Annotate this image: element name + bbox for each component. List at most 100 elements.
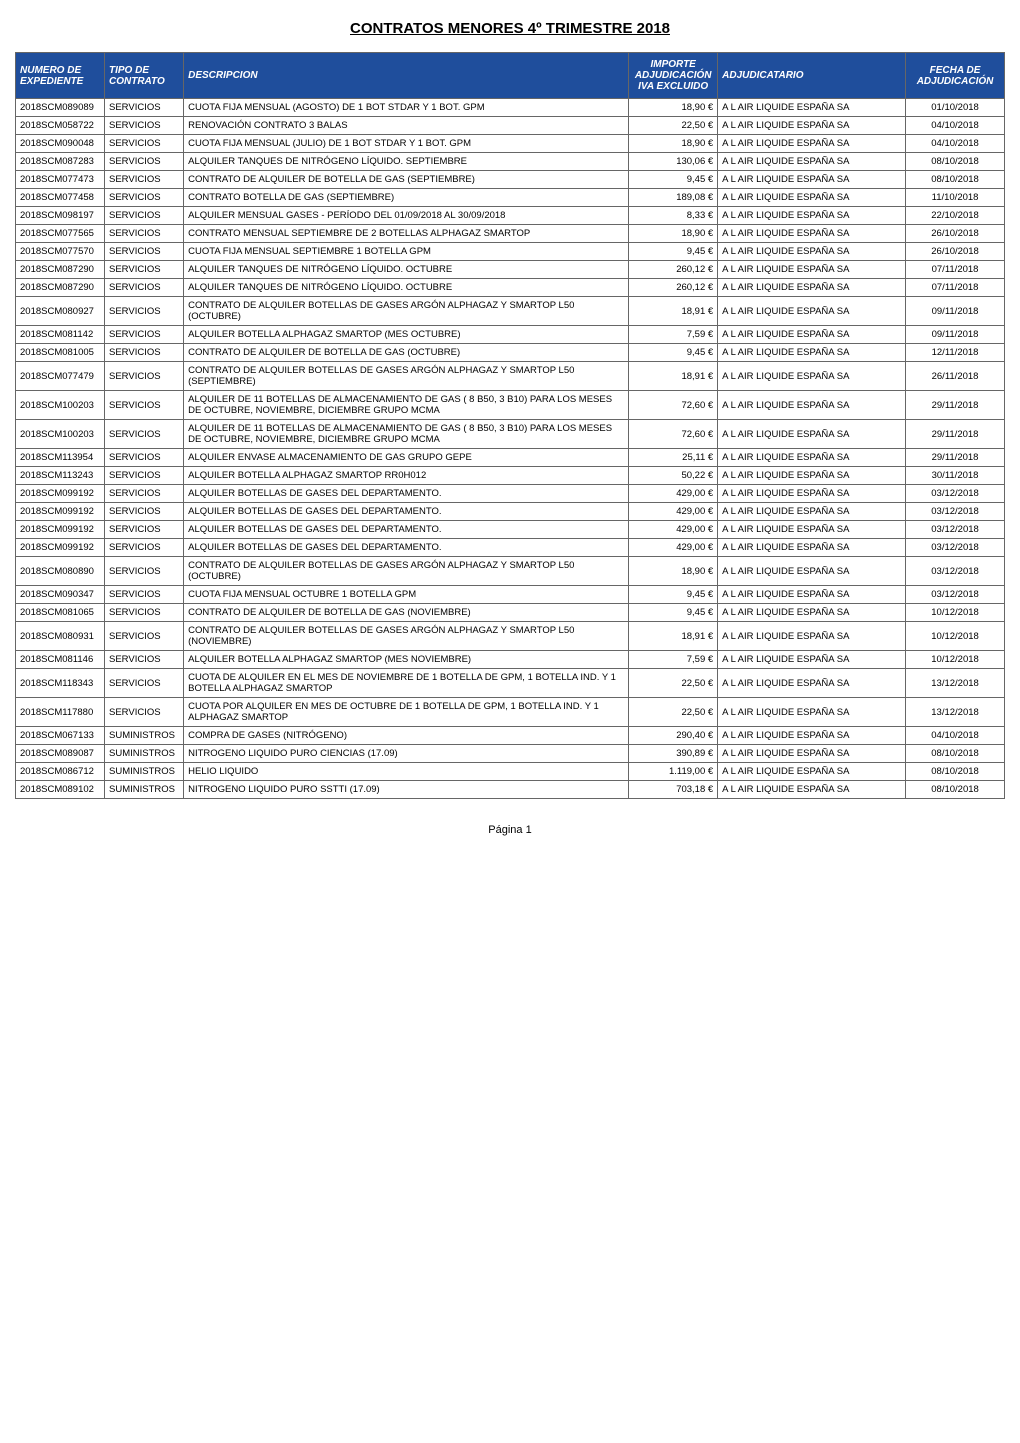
- cell-importe: 189,08 €: [629, 189, 718, 207]
- cell-fecha: 26/10/2018: [906, 225, 1005, 243]
- cell-descripcion: NITROGENO LIQUIDO PURO CIENCIAS (17.09): [184, 745, 629, 763]
- table-row: 2018SCM081065SERVICIOSCONTRATO DE ALQUIL…: [16, 604, 1005, 622]
- cell-numero: 2018SCM100203: [16, 391, 105, 420]
- cell-tipo: SERVICIOS: [105, 521, 184, 539]
- table-row: 2018SCM099192SERVICIOSALQUILER BOTELLAS …: [16, 539, 1005, 557]
- cell-fecha: 08/10/2018: [906, 781, 1005, 799]
- cell-tipo: SERVICIOS: [105, 153, 184, 171]
- cell-numero: 2018SCM077565: [16, 225, 105, 243]
- cell-numero: 2018SCM067133: [16, 727, 105, 745]
- cell-numero: 2018SCM080931: [16, 622, 105, 651]
- cell-descripcion: CUOTA FIJA MENSUAL (AGOSTO) DE 1 BOT STD…: [184, 99, 629, 117]
- cell-importe: 18,90 €: [629, 99, 718, 117]
- table-row: 2018SCM077570SERVICIOSCUOTA FIJA MENSUAL…: [16, 243, 1005, 261]
- table-row: 2018SCM081005SERVICIOSCONTRATO DE ALQUIL…: [16, 344, 1005, 362]
- cell-descripcion: ALQUILER BOTELLAS DE GASES DEL DEPARTAME…: [184, 503, 629, 521]
- cell-adjudicatario: A L AIR LIQUIDE ESPAÑA SA: [718, 344, 906, 362]
- cell-importe: 429,00 €: [629, 521, 718, 539]
- cell-numero: 2018SCM077479: [16, 362, 105, 391]
- cell-importe: 50,22 €: [629, 467, 718, 485]
- cell-numero: 2018SCM087290: [16, 279, 105, 297]
- cell-descripcion: COMPRA DE GASES (NITRÓGENO): [184, 727, 629, 745]
- cell-fecha: 07/11/2018: [906, 279, 1005, 297]
- cell-fecha: 10/12/2018: [906, 622, 1005, 651]
- table-row: 2018SCM117880SERVICIOSCUOTA POR ALQUILER…: [16, 698, 1005, 727]
- cell-adjudicatario: A L AIR LIQUIDE ESPAÑA SA: [718, 485, 906, 503]
- table-row: 2018SCM087290SERVICIOSALQUILER TANQUES D…: [16, 261, 1005, 279]
- cell-descripcion: ALQUILER TANQUES DE NITRÓGENO LÍQUIDO. S…: [184, 153, 629, 171]
- col-header-importe: IMPORTE ADJUDICACIÓN IVA EXCLUIDO: [629, 53, 718, 99]
- cell-fecha: 08/10/2018: [906, 153, 1005, 171]
- cell-numero: 2018SCM077473: [16, 171, 105, 189]
- cell-tipo: SERVICIOS: [105, 539, 184, 557]
- cell-numero: 2018SCM100203: [16, 420, 105, 449]
- cell-tipo: SERVICIOS: [105, 189, 184, 207]
- cell-fecha: 03/12/2018: [906, 557, 1005, 586]
- cell-descripcion: ALQUILER BOTELLA ALPHAGAZ SMARTOP (MES O…: [184, 326, 629, 344]
- cell-adjudicatario: A L AIR LIQUIDE ESPAÑA SA: [718, 698, 906, 727]
- cell-fecha: 30/11/2018: [906, 467, 1005, 485]
- cell-fecha: 29/11/2018: [906, 449, 1005, 467]
- cell-descripcion: ALQUILER DE 11 BOTELLAS DE ALMACENAMIENT…: [184, 420, 629, 449]
- table-row: 2018SCM118343SERVICIOSCUOTA DE ALQUILER …: [16, 669, 1005, 698]
- cell-descripcion: ALQUILER BOTELLA ALPHAGAZ SMARTOP RR0H01…: [184, 467, 629, 485]
- cell-tipo: SERVICIOS: [105, 651, 184, 669]
- cell-importe: 18,91 €: [629, 297, 718, 326]
- col-header-fecha: FECHA DE ADJUDICACIÓN: [906, 53, 1005, 99]
- cell-adjudicatario: A L AIR LIQUIDE ESPAÑA SA: [718, 745, 906, 763]
- cell-fecha: 13/12/2018: [906, 698, 1005, 727]
- cell-descripcion: CONTRATO DE ALQUILER BOTELLAS DE GASES A…: [184, 557, 629, 586]
- cell-fecha: 08/10/2018: [906, 171, 1005, 189]
- cell-adjudicatario: A L AIR LIQUIDE ESPAÑA SA: [718, 467, 906, 485]
- cell-importe: 290,40 €: [629, 727, 718, 745]
- cell-tipo: SERVICIOS: [105, 362, 184, 391]
- cell-tipo: SERVICIOS: [105, 586, 184, 604]
- cell-fecha: 13/12/2018: [906, 669, 1005, 698]
- cell-tipo: SERVICIOS: [105, 622, 184, 651]
- cell-numero: 2018SCM099192: [16, 521, 105, 539]
- cell-fecha: 29/11/2018: [906, 420, 1005, 449]
- cell-descripcion: CUOTA FIJA MENSUAL (JULIO) DE 1 BOT STDA…: [184, 135, 629, 153]
- cell-numero: 2018SCM081146: [16, 651, 105, 669]
- cell-tipo: SERVICIOS: [105, 99, 184, 117]
- cell-fecha: 04/10/2018: [906, 135, 1005, 153]
- page-footer: Página 1: [15, 824, 1005, 836]
- cell-numero: 2018SCM080890: [16, 557, 105, 586]
- table-row: 2018SCM058722SERVICIOSRENOVACIÓN CONTRAT…: [16, 117, 1005, 135]
- cell-descripcion: CUOTA DE ALQUILER EN EL MES DE NOVIEMBRE…: [184, 669, 629, 698]
- table-row: 2018SCM100203SERVICIOSALQUILER DE 11 BOT…: [16, 420, 1005, 449]
- cell-numero: 2018SCM077570: [16, 243, 105, 261]
- cell-importe: 18,90 €: [629, 135, 718, 153]
- cell-numero: 2018SCM081142: [16, 326, 105, 344]
- cell-descripcion: CONTRATO MENSUAL SEPTIEMBRE DE 2 BOTELLA…: [184, 225, 629, 243]
- table-row: 2018SCM090347SERVICIOSCUOTA FIJA MENSUAL…: [16, 586, 1005, 604]
- table-row: 2018SCM077565SERVICIOSCONTRATO MENSUAL S…: [16, 225, 1005, 243]
- cell-descripcion: ALQUILER TANQUES DE NITRÓGENO LÍQUIDO. O…: [184, 279, 629, 297]
- cell-importe: 18,90 €: [629, 225, 718, 243]
- cell-adjudicatario: A L AIR LIQUIDE ESPAÑA SA: [718, 763, 906, 781]
- cell-fecha: 03/12/2018: [906, 503, 1005, 521]
- cell-tipo: SERVICIOS: [105, 669, 184, 698]
- cell-adjudicatario: A L AIR LIQUIDE ESPAÑA SA: [718, 153, 906, 171]
- cell-importe: 18,91 €: [629, 622, 718, 651]
- cell-descripcion: ALQUILER BOTELLAS DE GASES DEL DEPARTAME…: [184, 521, 629, 539]
- table-row: 2018SCM080931SERVICIOSCONTRATO DE ALQUIL…: [16, 622, 1005, 651]
- cell-descripcion: CONTRATO DE ALQUILER BOTELLAS DE GASES A…: [184, 622, 629, 651]
- cell-importe: 429,00 €: [629, 539, 718, 557]
- cell-descripcion: CONTRATO DE ALQUILER BOTELLAS DE GASES A…: [184, 297, 629, 326]
- cell-importe: 9,45 €: [629, 243, 718, 261]
- cell-numero: 2018SCM090048: [16, 135, 105, 153]
- cell-fecha: 07/11/2018: [906, 261, 1005, 279]
- cell-descripcion: ALQUILER BOTELLAS DE GASES DEL DEPARTAME…: [184, 485, 629, 503]
- cell-adjudicatario: A L AIR LIQUIDE ESPAÑA SA: [718, 622, 906, 651]
- cell-fecha: 04/10/2018: [906, 727, 1005, 745]
- cell-adjudicatario: A L AIR LIQUIDE ESPAÑA SA: [718, 171, 906, 189]
- table-row: 2018SCM067133SUMINISTROSCOMPRA DE GASES …: [16, 727, 1005, 745]
- cell-fecha: 01/10/2018: [906, 99, 1005, 117]
- cell-fecha: 10/12/2018: [906, 651, 1005, 669]
- cell-tipo: SERVICIOS: [105, 225, 184, 243]
- cell-descripcion: ALQUILER BOTELLAS DE GASES DEL DEPARTAME…: [184, 539, 629, 557]
- cell-fecha: 26/11/2018: [906, 362, 1005, 391]
- table-row: 2018SCM077479SERVICIOSCONTRATO DE ALQUIL…: [16, 362, 1005, 391]
- cell-tipo: SERVICIOS: [105, 207, 184, 225]
